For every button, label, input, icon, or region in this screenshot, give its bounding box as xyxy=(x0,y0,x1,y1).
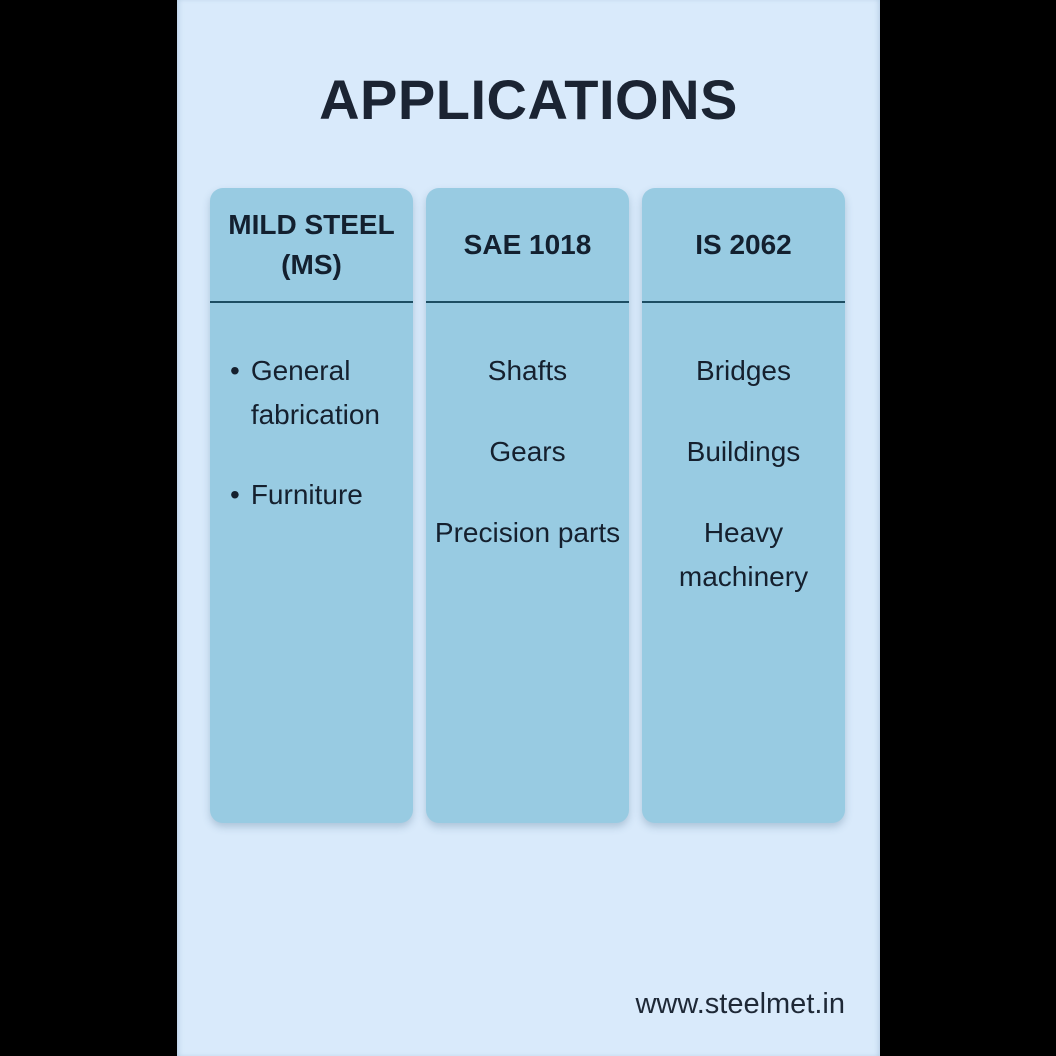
item-text: General fabrication xyxy=(250,355,380,430)
column-sae-1018: SAE 1018 Shafts Gears Precision parts xyxy=(426,188,629,823)
bullet-icon: • xyxy=(230,479,240,510)
page-title: APPLICATIONS xyxy=(319,68,738,131)
letterbox-right xyxy=(880,0,1056,1056)
list-item: • Furniture xyxy=(230,473,403,517)
poster-page: APPLICATIONS MILD STEEL (MS) • General f… xyxy=(177,0,880,1056)
website-url: www.steelmet.in xyxy=(635,988,845,1020)
list-item: Bridges xyxy=(696,355,791,386)
list-item: Gears xyxy=(489,436,566,467)
column-is-2062: IS 2062 Bridges Buildings Heavy machiner… xyxy=(642,188,845,823)
column-header-mild-steel: MILD STEEL (MS) xyxy=(210,188,413,303)
bullet-icon: • xyxy=(230,355,240,386)
columns-row: MILD STEEL (MS) • General fabrication • … xyxy=(210,188,845,823)
column-mild-steel: MILD STEEL (MS) • General fabrication • … xyxy=(210,188,413,823)
column-header-is-2062: IS 2062 xyxy=(642,188,845,303)
list-item: Heavy machinery xyxy=(678,517,809,592)
list-item: Precision parts xyxy=(434,517,621,548)
list-item: • General fabrication xyxy=(230,349,403,437)
column-header-sae-1018: SAE 1018 xyxy=(426,188,629,303)
letterbox-left xyxy=(0,0,177,1056)
item-text: Furniture xyxy=(250,479,363,510)
list-item: Buildings xyxy=(686,436,801,467)
list-item: Shafts xyxy=(487,355,568,386)
column-body-sae-1018: Shafts Gears Precision parts xyxy=(426,303,629,602)
column-body-mild-steel: • General fabrication • Furniture xyxy=(210,303,413,563)
column-body-is-2062: Bridges Buildings Heavy machinery xyxy=(642,303,845,646)
